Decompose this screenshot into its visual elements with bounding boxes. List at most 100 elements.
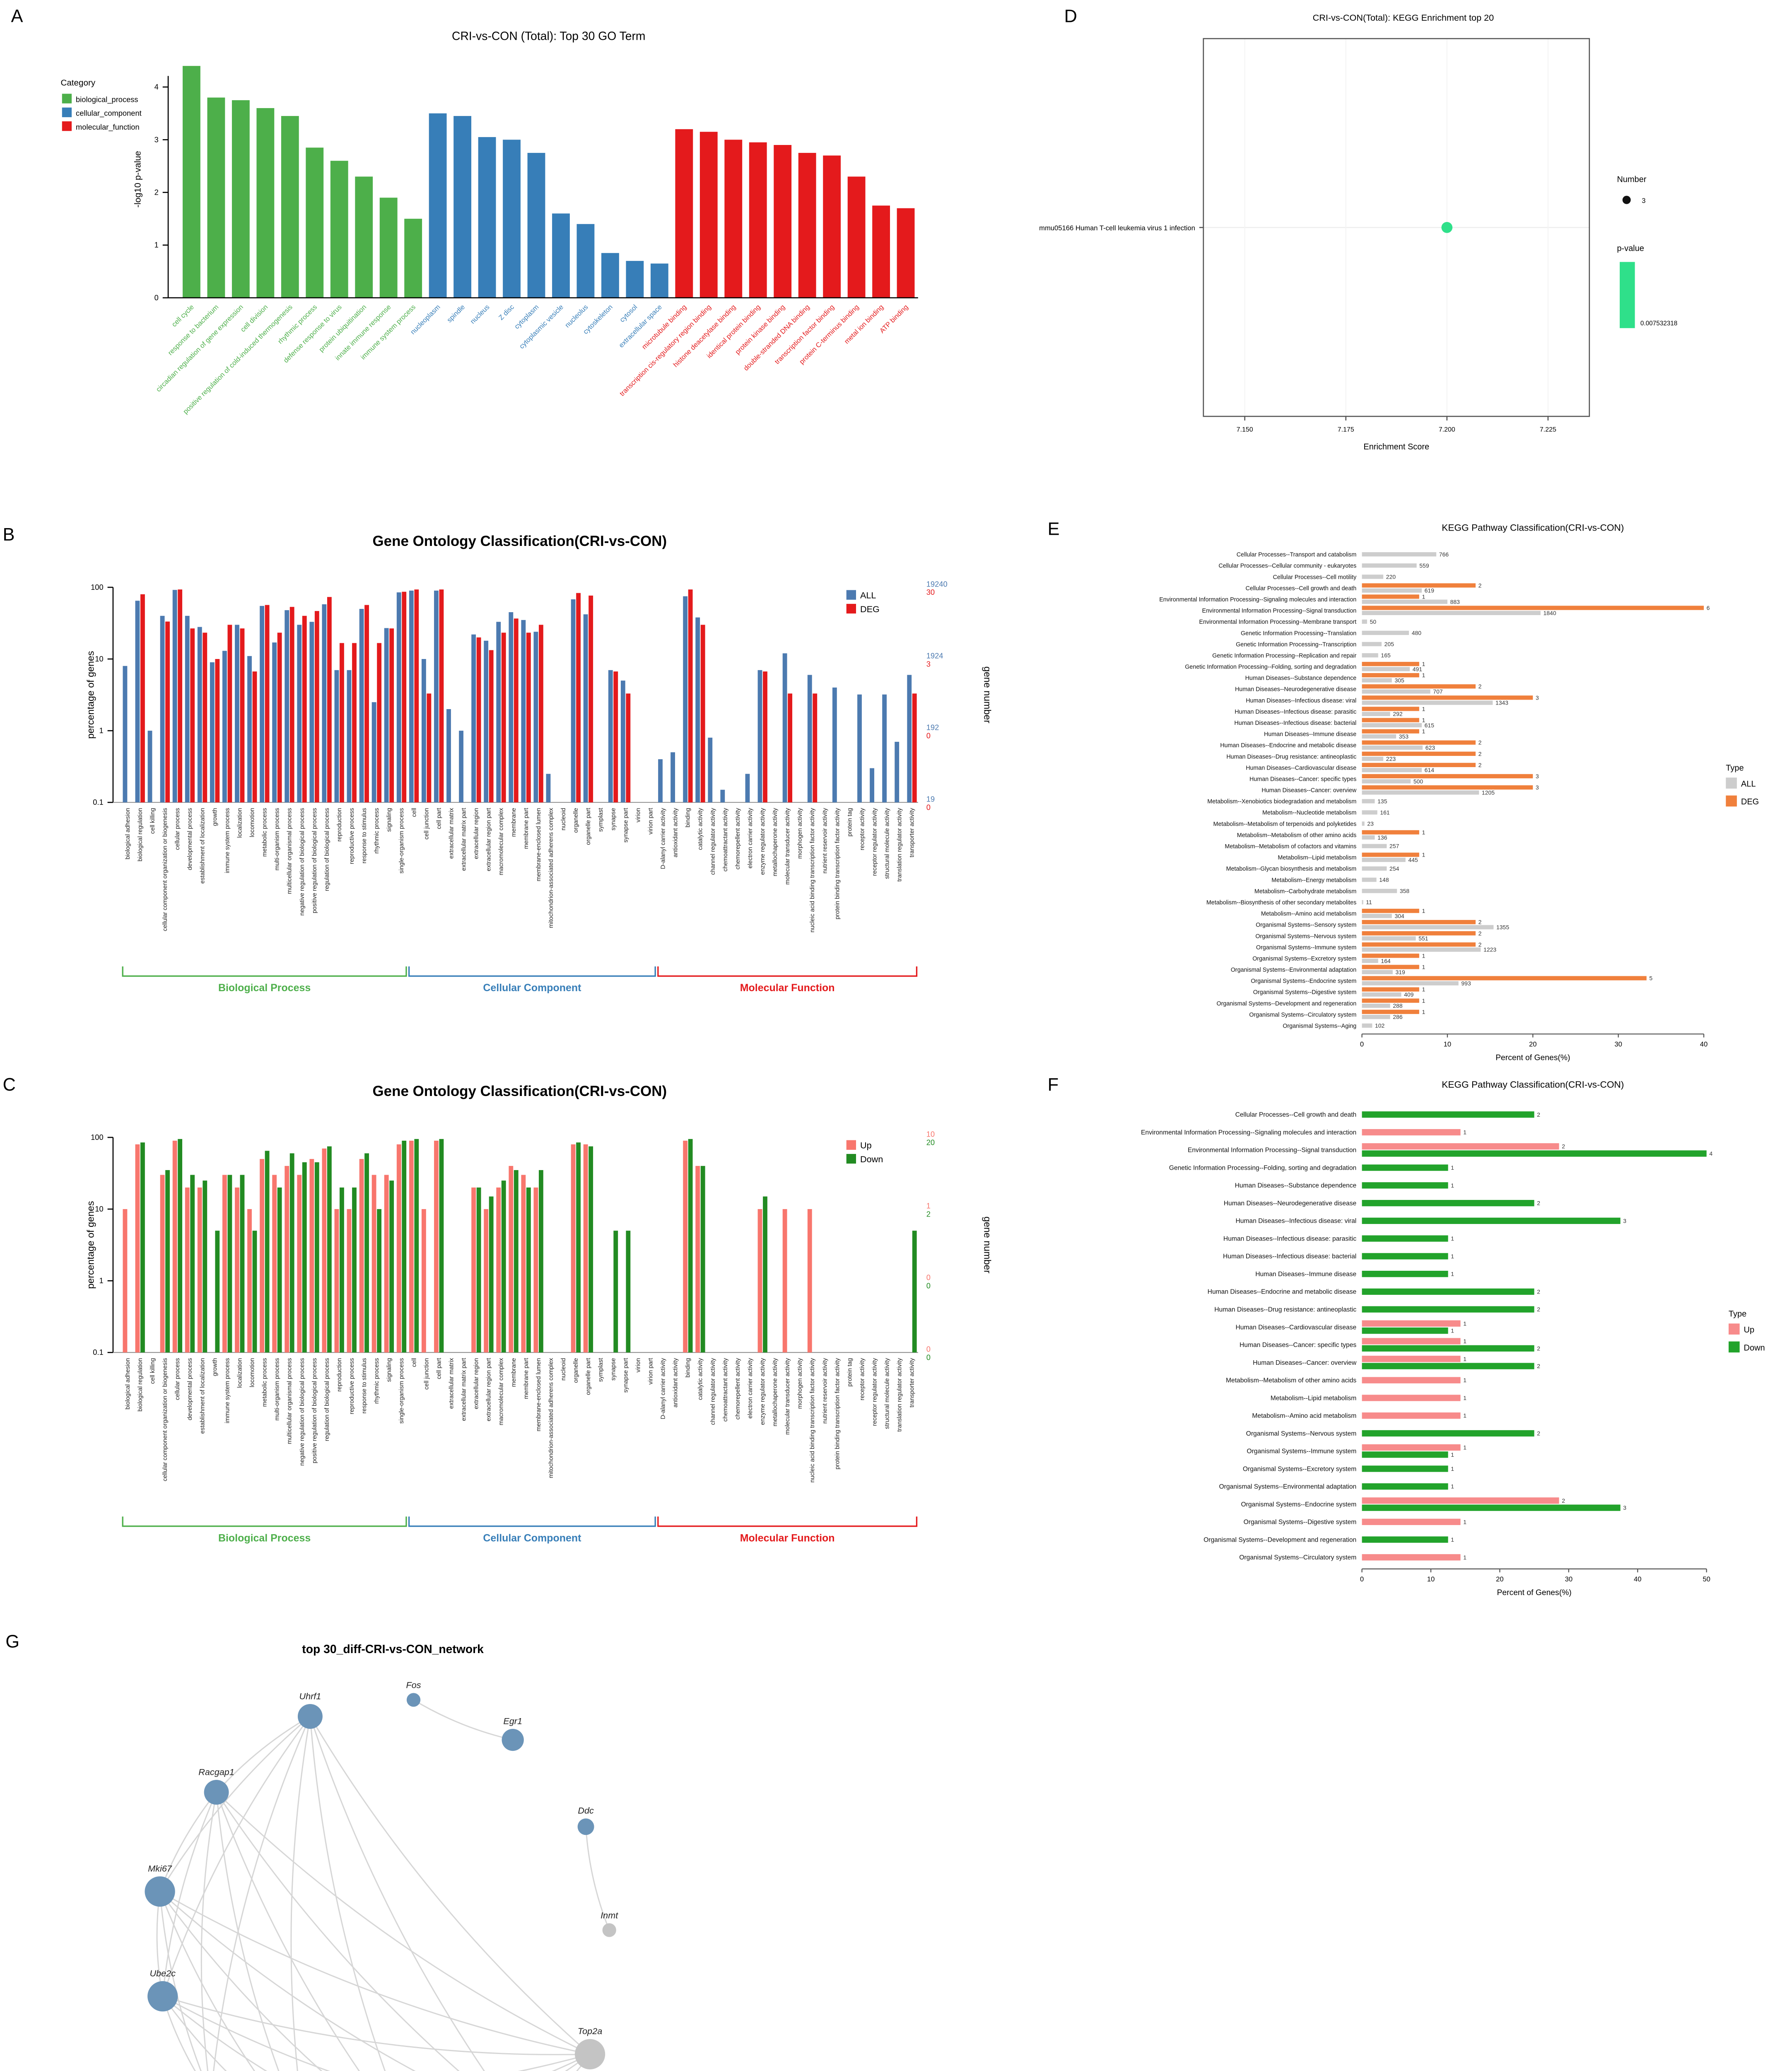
svg-text:organelle: organelle xyxy=(573,808,579,833)
svg-text:1: 1 xyxy=(1451,1328,1454,1334)
svg-text:mitochondrion-associated adher: mitochondrion-associated adherens comple… xyxy=(548,1358,555,1478)
svg-text:D-alanyl carrier activity: D-alanyl carrier activity xyxy=(660,1358,667,1419)
svg-text:1: 1 xyxy=(1422,908,1425,914)
svg-text:20: 20 xyxy=(1529,1040,1537,1048)
svg-text:positive regulation of biologi: positive regulation of biological proces… xyxy=(311,808,318,913)
svg-text:40: 40 xyxy=(1700,1040,1708,1048)
svg-text:102: 102 xyxy=(1375,1022,1385,1029)
svg-text:chemorepellent activity: chemorepellent activity xyxy=(735,1358,741,1419)
panel-label-f: F xyxy=(1047,1074,1059,1095)
kegg-enrichment-dotplot: 7.150 7.175 7.200 7.225 mmu05166 Human T-cel… xyxy=(1039,38,1677,451)
svg-text:Metabolism--Metabolism of othe: Metabolism--Metabolism of other amino ac… xyxy=(1237,832,1356,839)
svg-text:1: 1 xyxy=(99,726,103,735)
panel-label-c: C xyxy=(2,1074,16,1095)
svg-text:1: 1 xyxy=(1463,1320,1466,1327)
svg-text:Human Diseases--Cardiovascular: Human Diseases--Cardiovascular disease xyxy=(1246,765,1356,771)
svg-text:Uhrf1: Uhrf1 xyxy=(299,1691,321,1701)
svg-text:23: 23 xyxy=(1367,821,1374,827)
svg-text:136: 136 xyxy=(1377,834,1387,841)
svg-text:binding: binding xyxy=(685,1358,692,1378)
svg-text:organelle: organelle xyxy=(573,1358,579,1383)
svg-text:Metabolism--Amino acid metabol: Metabolism--Amino acid metabolism xyxy=(1261,911,1356,917)
panel-d-title: CRI-vs-CON(Total): KEGG Enrichment top 2… xyxy=(1312,14,1494,24)
svg-text:Human Diseases--Infectious dis: Human Diseases--Infectious disease: vira… xyxy=(1235,1218,1356,1225)
svg-text:Environmental Information Proc: Environmental Information Processing--Si… xyxy=(1202,608,1357,614)
svg-text:Human Diseases--Endocrine and: Human Diseases--Endocrine and metabolic … xyxy=(1208,1289,1357,1296)
svg-text:membrane part: membrane part xyxy=(523,1358,530,1399)
svg-text:10: 10 xyxy=(95,1204,103,1213)
svg-text:molecular_function: molecular_function xyxy=(76,123,140,132)
svg-text:cell killing: cell killing xyxy=(150,808,156,834)
svg-text:19240: 19240 xyxy=(926,579,948,588)
svg-text:10: 10 xyxy=(1444,1040,1452,1048)
svg-text:1: 1 xyxy=(1463,1412,1466,1419)
svg-text:biological regulation: biological regulation xyxy=(137,808,144,862)
svg-text:Organismal Systems--Environmen: Organismal Systems--Environmental adapta… xyxy=(1219,1483,1356,1490)
svg-text:growth: growth xyxy=(212,1358,218,1376)
svg-text:1: 1 xyxy=(1451,1483,1454,1490)
svg-text:1: 1 xyxy=(1422,852,1425,858)
svg-text:localization: localization xyxy=(236,808,243,838)
panel-c-title: Gene Ontology Classification(CRI-vs-CON) xyxy=(372,1084,667,1101)
svg-text:metabolic process: metabolic process xyxy=(262,1358,268,1407)
svg-text:Human Diseases--Cardiovascular: Human Diseases--Cardiovascular disease xyxy=(1235,1324,1356,1331)
svg-text:mitochondrion-associated adher: mitochondrion-associated adherens comple… xyxy=(548,808,555,928)
svg-text:channel regulator activity: channel regulator activity xyxy=(710,1358,716,1425)
svg-text:synapse: synapse xyxy=(610,1358,617,1381)
svg-text:Human Diseases--Infectious dis: Human Diseases--Infectious disease: bact… xyxy=(1234,720,1356,727)
svg-text:establishment of localization: establishment of localization xyxy=(199,1358,206,1434)
svg-text:extracellular matrix: extracellular matrix xyxy=(449,808,455,859)
svg-text:Metabolism--Metabolism of othe: Metabolism--Metabolism of other amino ac… xyxy=(1226,1377,1356,1384)
svg-text:extracellular region: extracellular region xyxy=(473,1358,480,1410)
svg-text:Metabolism--Carbohydrate metab: Metabolism--Carbohydrate metabolism xyxy=(1254,888,1356,895)
svg-text:extracellular matrix: extracellular matrix xyxy=(449,1358,455,1409)
svg-text:1: 1 xyxy=(1422,829,1425,835)
svg-text:1: 1 xyxy=(1422,705,1425,712)
svg-text:1: 1 xyxy=(154,241,159,249)
svg-text:30: 30 xyxy=(926,588,935,596)
svg-text:0: 0 xyxy=(926,1273,931,1282)
svg-text:Genetic Information Processing: Genetic Information Processing--Folding,… xyxy=(1169,1164,1357,1171)
svg-text:3: 3 xyxy=(1623,1504,1626,1511)
svg-text:Human Diseases--Cancer: overvi: Human Diseases--Cancer: overview xyxy=(1253,1359,1357,1366)
svg-text:percentage of genes: percentage of genes xyxy=(85,651,96,739)
svg-text:localization: localization xyxy=(236,1358,243,1388)
svg-text:multicellular organismal proce: multicellular organismal process xyxy=(287,808,293,894)
svg-text:virion: virion xyxy=(635,808,642,823)
svg-text:480: 480 xyxy=(1412,630,1422,636)
svg-text:254: 254 xyxy=(1389,865,1399,872)
svg-text:membrane part: membrane part xyxy=(523,808,530,849)
svg-text:multi-organism process: multi-organism process xyxy=(274,808,281,871)
panel-label-e: E xyxy=(1047,518,1060,539)
kegg-classification-up-down: Cellular Processes--Cell growth and deat… xyxy=(1141,1111,1765,1597)
svg-text:biological adhesion: biological adhesion xyxy=(125,808,131,859)
svg-text:gene number: gene number xyxy=(982,666,993,723)
svg-text:extracellular region: extracellular region xyxy=(473,808,480,859)
svg-text:cellular_component: cellular_component xyxy=(76,109,142,118)
svg-text:Molecular Function: Molecular Function xyxy=(740,982,835,994)
svg-text:cell: cell xyxy=(411,1358,417,1367)
svg-text:synapse part: synapse part xyxy=(622,808,629,843)
svg-text:135: 135 xyxy=(1377,798,1387,804)
svg-text:1: 1 xyxy=(1463,1444,1466,1451)
svg-text:445: 445 xyxy=(1408,857,1418,863)
svg-text:Human Diseases--Drug resistanc: Human Diseases--Drug resistance: antineo… xyxy=(1214,1306,1356,1313)
svg-text:molecular transducer activity: molecular transducer activity xyxy=(784,808,791,885)
svg-text:Down: Down xyxy=(1744,1343,1765,1352)
svg-text:Human Diseases--Neurodegenerat: Human Diseases--Neurodegenerative diseas… xyxy=(1235,686,1356,693)
svg-text:0: 0 xyxy=(1360,1040,1364,1048)
svg-text:cell: cell xyxy=(411,808,417,817)
svg-text:Down: Down xyxy=(860,1154,883,1164)
svg-text:7.200: 7.200 xyxy=(1439,426,1455,433)
svg-text:286: 286 xyxy=(1393,1014,1403,1020)
svg-text:electron carrier activity: electron carrier activity xyxy=(747,1358,754,1419)
svg-text:192: 192 xyxy=(926,723,939,731)
svg-text:2: 2 xyxy=(1537,1288,1540,1295)
svg-text:30: 30 xyxy=(1565,1575,1573,1583)
svg-text:500: 500 xyxy=(1413,778,1423,784)
svg-text:Inmt: Inmt xyxy=(601,1910,618,1921)
svg-text:205: 205 xyxy=(1384,641,1394,647)
svg-text:Metabolism--Biosynthesis of ot: Metabolism--Biosynthesis of other second… xyxy=(1206,899,1356,906)
go-classification-all-deg: 0.1 1 10 100 percentage of genes gene number b… xyxy=(85,579,993,994)
